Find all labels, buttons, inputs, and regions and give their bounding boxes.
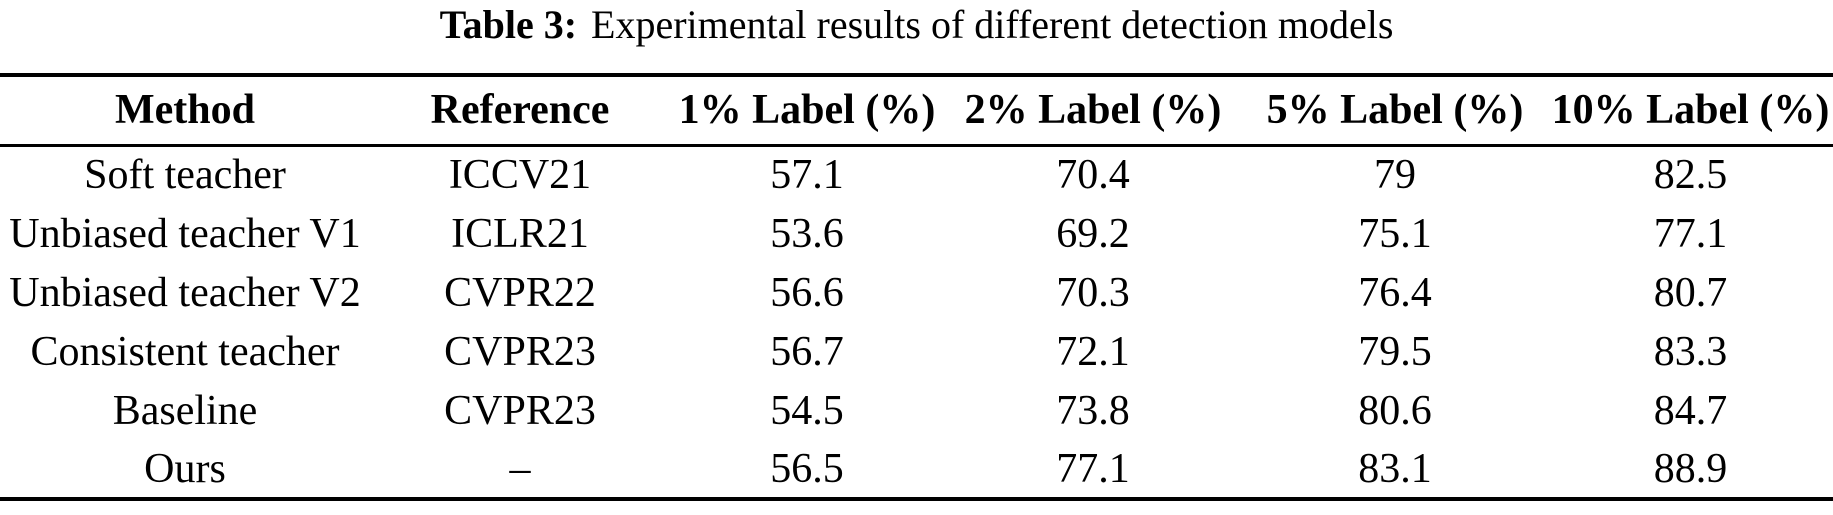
table-caption-label: Table 3: <box>439 2 578 47</box>
reference-cell: ICCV21 <box>448 152 592 199</box>
column-header: Reference <box>430 87 610 134</box>
value-cell: 84.7 <box>1653 387 1728 434</box>
value-cell: 69.2 <box>1056 210 1130 257</box>
header-row: Method Reference 1% Label (%) 2% Label (%) 5… <box>0 75 1833 145</box>
table-caption: Table 3: Experimental results of differen… <box>0 0 1833 48</box>
reference-cell: – <box>509 445 531 492</box>
table-row: Baseline CVPR23 54.5 73.8 80.6 84.7 <box>0 381 1833 440</box>
value-cell: 57.1 <box>770 152 844 199</box>
method-cell: Baseline <box>112 387 258 434</box>
value-cell: 53.6 <box>770 210 844 257</box>
value-cell: 70.3 <box>1056 269 1130 316</box>
value-cell: 77.1 <box>1056 445 1130 492</box>
column-header: 2% Label (%) <box>964 87 1222 134</box>
value-cell: 75.1 <box>1358 210 1432 257</box>
value-cell: 76.4 <box>1358 269 1432 316</box>
column-header: 10% Label (%) <box>1551 87 1830 134</box>
value-cell: 80.6 <box>1358 387 1432 434</box>
value-cell: 54.5 <box>770 387 844 434</box>
value-cell: 56.7 <box>770 328 844 375</box>
method-cell: Consistent teacher <box>30 328 340 375</box>
value-cell: 56.6 <box>770 269 844 316</box>
value-cell: 72.1 <box>1056 328 1130 375</box>
table-row: Soft teacher ICCV21 57.1 70.4 79 82.5 <box>0 145 1833 204</box>
reference-cell: CVPR23 <box>444 387 596 434</box>
value-cell: 79 <box>1374 152 1416 199</box>
reference-cell: CVPR23 <box>444 328 596 375</box>
value-cell: 77.1 <box>1653 210 1728 257</box>
table-row: Unbiased teacher V1 ICLR21 53.6 69.2 75.1 77.… <box>0 204 1833 263</box>
value-cell: 70.4 <box>1056 152 1130 199</box>
column-header: Method <box>115 87 255 134</box>
results-table: Method Reference 1% Label (%) 2% Label (%) 5… <box>0 73 1833 501</box>
reference-cell: ICLR21 <box>451 210 589 257</box>
table-row: Ours – 56.5 77.1 83.1 88.9 <box>0 440 1833 499</box>
value-cell: 56.5 <box>770 445 844 492</box>
table-caption-text: Experimental results of different detect… <box>591 2 1394 47</box>
value-cell: 79.5 <box>1358 328 1432 375</box>
column-header: 1% Label (%) <box>678 87 936 134</box>
results-table-body: Soft teacher ICCV21 57.1 70.4 79 82.5 Unbiased… <box>0 145 1833 499</box>
value-cell: 83.3 <box>1653 328 1728 375</box>
value-cell: 88.9 <box>1653 445 1728 492</box>
method-cell: Unbiased teacher V2 <box>9 269 361 316</box>
value-cell: 83.1 <box>1358 445 1432 492</box>
method-cell: Soft teacher <box>84 152 286 199</box>
value-cell: 80.7 <box>1653 269 1728 316</box>
method-cell: Ours <box>144 445 226 492</box>
reference-cell: CVPR22 <box>444 269 596 316</box>
table-row: Unbiased teacher V2 CVPR22 56.6 70.3 76.4 80.… <box>0 263 1833 322</box>
table-row: Consistent teacher CVPR23 56.7 72.1 79.5 83.3 <box>0 322 1833 381</box>
results-table-header: Method Reference 1% Label (%) 2% Label (%) 5… <box>0 75 1833 145</box>
column-header: 5% Label (%) <box>1266 87 1524 134</box>
method-cell: Unbiased teacher V1 <box>9 210 361 257</box>
value-cell: 82.5 <box>1653 152 1728 199</box>
value-cell: 73.8 <box>1056 387 1130 434</box>
